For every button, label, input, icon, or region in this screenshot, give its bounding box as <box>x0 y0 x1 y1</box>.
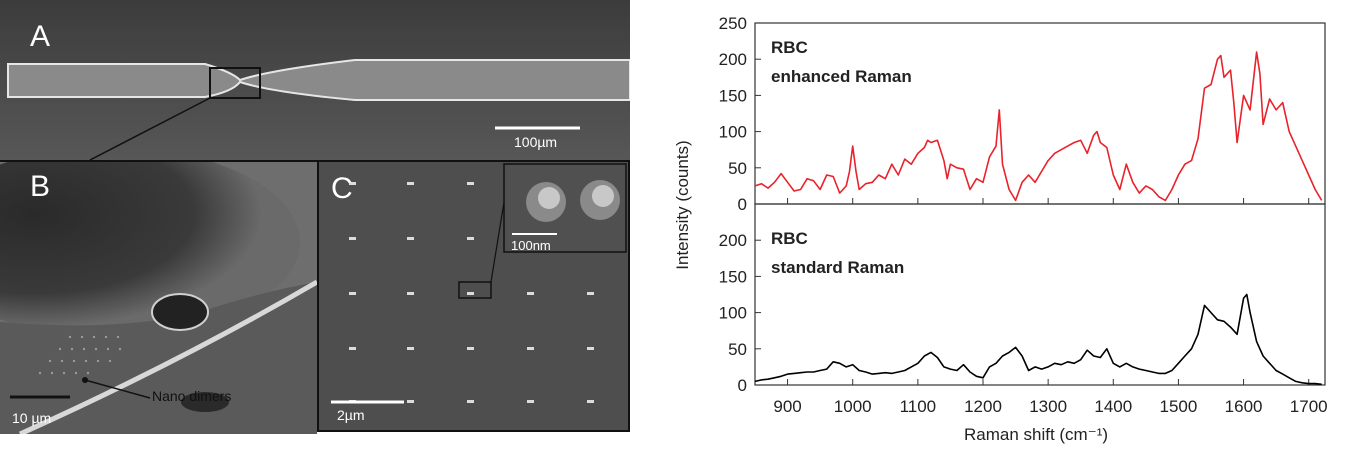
dimer <box>527 347 534 350</box>
x-tick-label: 1400 <box>1094 397 1132 416</box>
dimer <box>587 400 594 403</box>
x-tick-label: 1000 <box>834 397 872 416</box>
enhanced-label-line1: RBC <box>771 38 808 57</box>
plot-frame <box>754 203 1326 386</box>
series-line <box>754 51 1323 202</box>
nanodimer-dots <box>38 335 122 375</box>
dimer <box>467 347 474 350</box>
x-tick-label: 900 <box>773 397 801 416</box>
panel-label-c: C <box>331 172 353 205</box>
enhanced-label-line2: enhanced Raman <box>771 67 912 86</box>
scale-label-a: 100µm <box>514 134 558 150</box>
nano-dimers-label: Nano dimers <box>152 388 232 404</box>
x-tick-label: 1700 <box>1290 397 1328 416</box>
y-tick-label: 200 <box>719 231 747 250</box>
dimer <box>407 400 414 403</box>
sem-image-c <box>319 162 628 430</box>
y-tick-label: 100 <box>719 123 747 142</box>
dimer <box>527 292 534 295</box>
scale-label-b: 10 µm <box>12 410 52 426</box>
dimer <box>349 292 356 295</box>
y-tick-label: 150 <box>719 267 747 286</box>
panel-label-a: A <box>30 20 51 53</box>
sem-panel-c: C 100nm 2µm <box>317 160 630 432</box>
panel-label-b: B <box>30 170 51 203</box>
sem-image-b <box>0 162 317 434</box>
x-tick-label: 1600 <box>1225 397 1263 416</box>
dimer <box>349 182 356 185</box>
y-tick-label: 200 <box>719 50 747 69</box>
y-tick-label: 250 <box>719 14 747 33</box>
dimer <box>467 292 474 295</box>
dimer <box>467 400 474 403</box>
dimer <box>467 182 474 185</box>
y-tick-label: 0 <box>738 376 747 395</box>
dimer <box>467 237 474 240</box>
sem-panel-a: A 100µm <box>0 0 630 160</box>
y-tick-label: 50 <box>728 159 747 178</box>
dimer <box>349 237 356 240</box>
dimer <box>407 182 414 185</box>
y-axis-label: Intensity (counts) <box>673 140 692 269</box>
dimer <box>527 400 534 403</box>
scale-label-inset: 100nm <box>511 238 551 253</box>
dimer <box>407 347 414 350</box>
sem-image-a <box>0 0 630 160</box>
dimer <box>587 292 594 295</box>
zoom-box <box>209 67 261 99</box>
plot-frame <box>754 22 1326 205</box>
y-tick-label: 150 <box>719 86 747 105</box>
x-tick-label: 1300 <box>1029 397 1067 416</box>
standard-label-line1: RBC <box>771 229 808 248</box>
y-tick-label: 50 <box>728 340 747 359</box>
dimer <box>349 347 356 350</box>
x-tick-label: 1100 <box>900 397 937 416</box>
standard-label-line2: standard Raman <box>771 258 904 277</box>
y-tick-label: 100 <box>719 304 747 323</box>
dimer <box>407 237 414 240</box>
x-tick-label: 1500 <box>1160 397 1198 416</box>
scale-label-c: 2µm <box>337 407 365 423</box>
raman-chart: 0 50 100 150 200 250 0 50 100 150 200 900 1000 1100 12… <box>673 14 1328 444</box>
series-line <box>754 293 1322 386</box>
x-tick-label: 1200 <box>964 397 1002 416</box>
zoom-box-c <box>458 281 492 299</box>
dimer <box>587 347 594 350</box>
y-tick-label: 0 <box>738 195 747 214</box>
sem-panel-b: B Nano dimers 10 µm <box>0 160 317 434</box>
zoom-line <box>89 97 211 160</box>
dimer <box>407 292 414 295</box>
x-axis-label: Raman shift (cm⁻¹) <box>964 425 1108 444</box>
